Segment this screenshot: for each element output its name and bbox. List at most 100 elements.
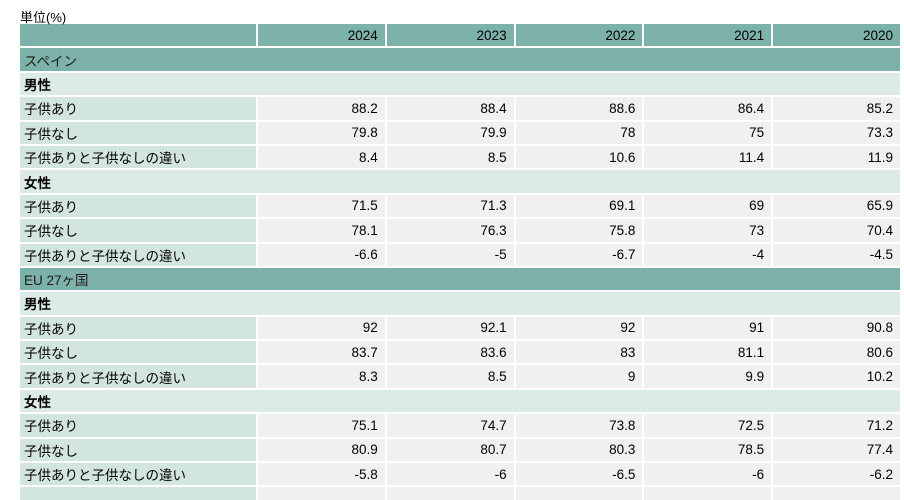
table-row: 子供なし 83.7 83.6 83 81.1 80.6 [20,341,900,364]
value-cell: 88.2 [258,97,385,120]
value-cell: 8.5 [386,365,514,388]
value-cell: 80.7 [386,438,514,462]
row-label: 子供あり [20,194,256,218]
value-cell: 73.3 [773,121,900,144]
value-cell: 92 [515,316,643,340]
value-cell: 80.3 [515,438,643,462]
corner-cell [20,24,256,47]
row-label: 子供なし [20,341,256,364]
value-cell: 71.5 [258,194,385,218]
group-header-female: 女性 [20,389,900,413]
table-row: 子供なし 80.9 80.7 80.3 78.5 77.4 [20,438,900,462]
value-cell: 74.7 [386,414,514,437]
row-label: 子供あり [20,414,256,437]
value-cell: 11.4 [644,145,772,169]
value-cell: 69 [644,194,772,218]
value-cell: 69.1 [515,194,643,218]
col-header-2021: 2021 [644,24,772,47]
group-row-spain-male: 男性 [20,72,900,96]
value-cell: 92 [258,316,385,340]
value-cell: 9 [515,365,643,388]
value-cell: 83.7 [258,341,385,364]
row-label: 子供ありと子供なしの違い [20,463,256,486]
value-cell: 79.9 [386,121,514,144]
value-cell: 78 [515,121,643,144]
row-label: 子供あり [20,316,256,340]
value-cell: 88.4 [386,97,514,120]
value-cell: 80.9 [258,438,385,462]
value-cell: -6.2 [773,463,900,486]
value-cell: 90.8 [773,316,900,340]
col-header-2020: 2020 [773,24,900,47]
value-cell: 92.1 [386,316,514,340]
unit-label: 単位(%) [20,10,67,25]
value-cell: -6.7 [515,243,643,266]
value-cell: 79.8 [258,121,385,144]
value-cell [258,487,385,500]
table-row: 子供あり 92 92.1 92 91 90.8 [20,316,900,340]
section-header-spain: スペイン [20,48,900,71]
value-cell: 78.1 [258,219,385,242]
value-cell [515,487,643,500]
value-cell: 8.4 [258,145,385,169]
year-header-row: 2024 2023 2022 2021 2020 [20,24,900,47]
value-cell: 81.1 [644,341,772,364]
value-cell: 73 [644,219,772,242]
value-cell: 75.8 [515,219,643,242]
table-row: 子供ありと子供なしの違い -5.8 -6 -6.5 -6 -6.2 [20,463,900,486]
value-cell: 78.5 [644,438,772,462]
group-header-female: 女性 [20,170,900,193]
value-cell: 71.3 [386,194,514,218]
value-cell: -6 [386,463,514,486]
row-label: 子供ありと子供なしの違い [20,365,256,388]
group-header-male: 男性 [20,72,900,96]
value-cell: -6.6 [258,243,385,266]
table-row: 子供ありと子供なしの違い -6.6 -5 -6.7 -4 -4.5 [20,243,900,266]
statistics-table: 2024 2023 2022 2021 2020 スペイン 男性 子供あり 88… [18,22,902,500]
value-cell: 65.9 [773,194,900,218]
value-cell: -5.8 [258,463,385,486]
value-cell: 83.6 [386,341,514,364]
value-cell: -5 [386,243,514,266]
value-cell: 83 [515,341,643,364]
value-cell: 86.4 [644,97,772,120]
value-cell: 9.9 [644,365,772,388]
col-header-2022: 2022 [515,24,643,47]
value-cell: -6 [644,463,772,486]
value-cell: -6.5 [515,463,643,486]
row-label: 子供なし [20,438,256,462]
value-cell: 85.2 [773,97,900,120]
table-row: 子供あり 75.1 74.7 73.8 72.5 71.2 [20,414,900,437]
value-cell [386,487,514,500]
value-cell: 75.1 [258,414,385,437]
value-cell: 77.4 [773,438,900,462]
value-cell: -4 [644,243,772,266]
table-row: 子供ありと子供なしの違い 8.3 8.5 9 9.9 10.2 [20,365,900,388]
value-cell: 72.5 [644,414,772,437]
value-cell: 75 [644,121,772,144]
row-label: 子供なし [20,219,256,242]
row-label: 子供なし [20,121,256,144]
table-row: 子供ありと子供なしの違い 8.4 8.5 10.6 11.4 11.9 [20,145,900,169]
value-cell: 70.4 [773,219,900,242]
value-cell: 91 [644,316,772,340]
value-cell: 11.9 [773,145,900,169]
value-cell: 8.3 [258,365,385,388]
value-cell [644,487,772,500]
value-cell: 71.2 [773,414,900,437]
group-row-eu-female: 女性 [20,389,900,413]
value-cell: 8.5 [386,145,514,169]
value-cell: 76.3 [386,219,514,242]
group-row-eu-male: 男性 [20,292,900,315]
section-header-eu27: EU 27ヶ国 [20,267,900,291]
row-label: 子供あり [20,97,256,120]
section-row-eu27: EU 27ヶ国 [20,267,900,291]
col-header-2023: 2023 [386,24,514,47]
group-header-male: 男性 [20,292,900,315]
value-cell: 88.6 [515,97,643,120]
value-cell: 80.6 [773,341,900,364]
row-label: 子供ありと子供なしの違い [20,243,256,266]
value-cell: 10.2 [773,365,900,388]
table-row: 子供あり 71.5 71.3 69.1 69 65.9 [20,194,900,218]
group-row-spain-female: 女性 [20,170,900,193]
